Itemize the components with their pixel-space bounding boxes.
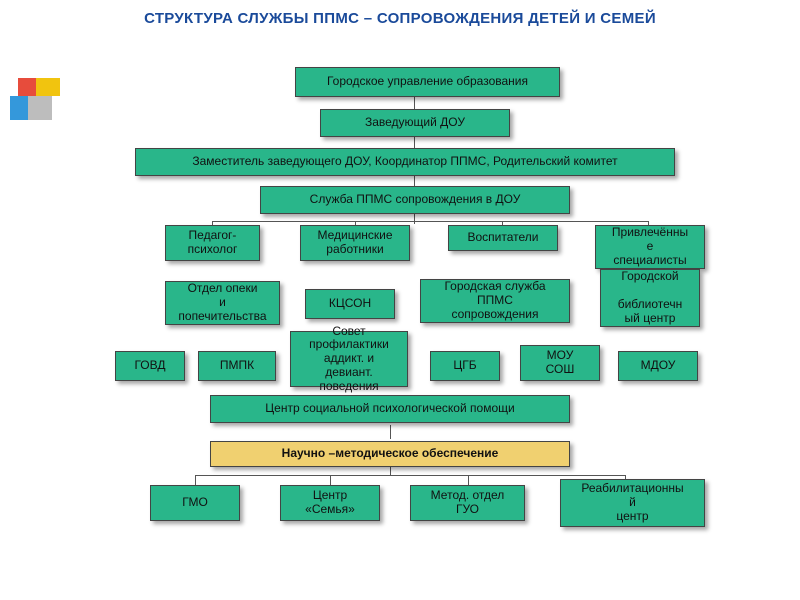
connector <box>212 221 648 222</box>
node-med: Медицинскиеработники <box>300 225 410 261</box>
node-pmpk: ПМПК <box>198 351 276 381</box>
diagram-canvas: Городское управление образования Заведующ… <box>0 33 800 593</box>
node-psy: Педагог-психолог <box>165 225 260 261</box>
node-govd: ГОВД <box>115 351 185 381</box>
connector <box>390 467 391 475</box>
connector <box>390 425 391 439</box>
connector <box>414 214 415 224</box>
node-center_help: Центр социальной психологической помощи <box>210 395 570 423</box>
node-method: Научно –методическое обеспечение <box>210 441 570 467</box>
connector <box>414 97 415 109</box>
node-cgb: ЦГБ <box>430 351 500 381</box>
node-opeka: Отдел опекиипопечительства <box>165 281 280 325</box>
node-gmo: ГМО <box>150 485 240 521</box>
node-deputy: Заместитель заведующего ДОУ, Координатор… <box>135 148 675 176</box>
node-ppms_dou: Служба ППМС сопровождения в ДОУ <box>260 186 570 214</box>
node-city_edu: Городское управление образования <box>295 67 560 97</box>
node-teach: Воспитатели <box>448 225 558 251</box>
connector <box>468 475 469 485</box>
node-sovet: Советпрофилактикиаддикт. идевиант.поведе… <box>290 331 408 387</box>
connector <box>195 475 196 485</box>
connector <box>330 475 331 485</box>
node-head_dou: Заведующий ДОУ <box>320 109 510 137</box>
node-kcson: КЦСОН <box>305 289 395 319</box>
node-mou: МОУСОШ <box>520 345 600 381</box>
node-family: Центр«Семья» <box>280 485 380 521</box>
node-method_guo: Метод. отделГУО <box>410 485 525 521</box>
node-city_ppms: Городская службаППМСсопровождения <box>420 279 570 323</box>
node-mdou: МДОУ <box>618 351 698 381</box>
page-title: СТРУКТУРА СЛУЖБЫ ППМС – СОПРОВОЖДЕНИЯ ДЕ… <box>0 0 800 33</box>
node-rehab: Реабилитационныйцентр <box>560 479 705 527</box>
node-library: Городскойбиблиотечный центр <box>600 269 700 327</box>
connector <box>195 475 625 476</box>
node-spec: Привлечённыеспециалисты <box>595 225 705 269</box>
connector <box>414 137 415 148</box>
connector <box>414 176 415 186</box>
